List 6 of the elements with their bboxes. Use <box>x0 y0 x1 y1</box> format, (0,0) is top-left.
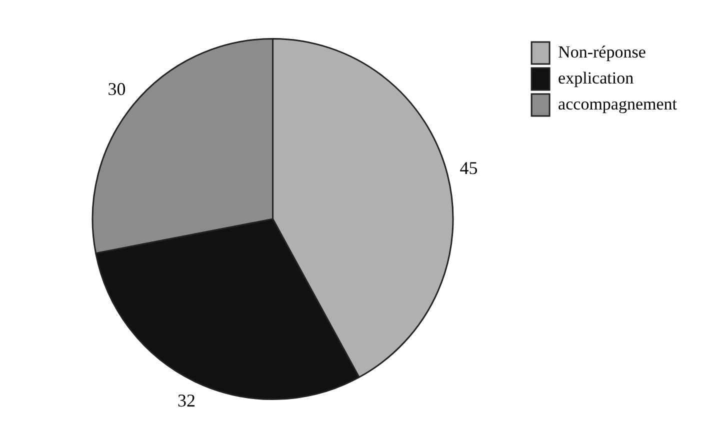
data-label: 32 <box>178 390 196 411</box>
legend-label: explication <box>558 68 634 88</box>
data-label: 30 <box>108 79 126 99</box>
data-label: 45 <box>460 158 478 178</box>
legend-label: Non-réponse <box>558 42 646 62</box>
legend-label: accompagnement <box>558 94 678 114</box>
